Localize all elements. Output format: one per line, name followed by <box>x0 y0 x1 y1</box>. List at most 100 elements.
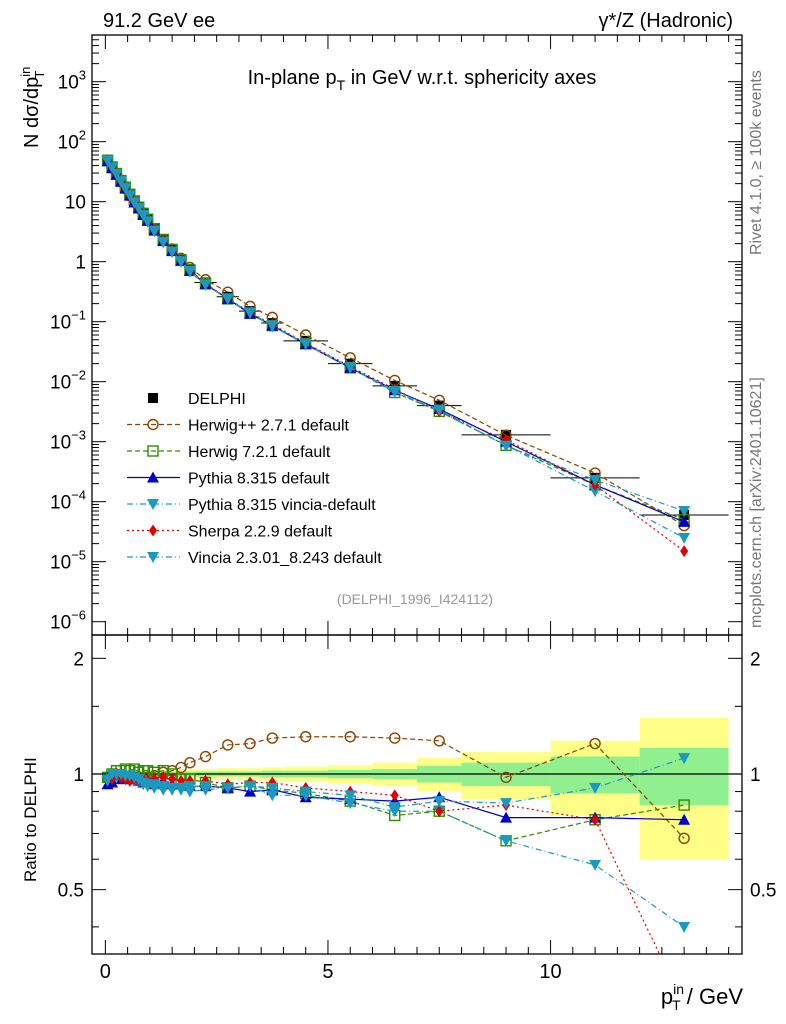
x-tick-label: 0 <box>100 961 111 983</box>
data-point <box>175 256 188 268</box>
ratio-point <box>222 739 234 751</box>
ratio-point <box>678 799 690 811</box>
legend-marker <box>147 471 159 483</box>
ratio-point <box>389 732 401 744</box>
data-point <box>106 162 119 174</box>
ratio-y-tick-label-right: 0.5 <box>750 881 776 902</box>
x-tick-label: 10 <box>539 961 561 983</box>
y-tick-label: 10−4 <box>50 488 86 514</box>
legend-label: Herwig++ 2.7.1 default <box>188 418 350 435</box>
ratio-data-layer <box>92 717 742 954</box>
legend-marker <box>148 393 158 403</box>
data-point <box>500 440 513 452</box>
legend-entry: Herwig 7.2.1 default <box>127 444 331 461</box>
legend-marker <box>149 524 157 537</box>
ratio-point <box>344 790 357 802</box>
data-point <box>221 293 234 305</box>
data-point <box>132 203 145 215</box>
ratio-point <box>589 859 602 871</box>
data-point <box>128 197 141 209</box>
data-point <box>388 385 401 397</box>
data-point <box>199 279 212 291</box>
plot-title: In-plane pT in GeV w.r.t. sphericity axe… <box>248 67 597 93</box>
legend-marker <box>147 418 159 431</box>
svg-text:pinT / GeV: pin T / GeV <box>661 981 743 1013</box>
data-point <box>141 216 154 228</box>
data-point <box>157 236 170 248</box>
main-y-axis-label: N dσ/dpinT <box>18 67 47 148</box>
process-label: γ*/Z (Hadronic) <box>599 10 733 32</box>
ratio-point <box>183 781 196 793</box>
y-tick-label: 103 <box>58 68 86 94</box>
y-tick-label: 10−6 <box>50 608 86 634</box>
data-point <box>344 362 357 374</box>
ratio-point <box>678 753 691 765</box>
main-data-layer <box>101 154 729 558</box>
ratio-y-tick-label-right: 2 <box>750 649 761 670</box>
ratio-point <box>175 761 187 774</box>
mcplots-label: mcplots.cern.ch [arXiv:2401.10621] <box>748 377 765 628</box>
series-line <box>107 159 685 521</box>
legend-marker <box>147 552 159 563</box>
ratio-series-line <box>107 776 685 928</box>
series-line <box>107 161 685 523</box>
data-point <box>123 190 136 202</box>
ratio-point <box>244 737 256 750</box>
y-tick-label: 10−2 <box>50 368 86 394</box>
ratio-point <box>175 782 188 794</box>
energy-label: 91.2 GeV ee <box>103 10 215 32</box>
legend-label: DELPHI <box>188 391 246 408</box>
series-line <box>107 159 685 552</box>
legend-label: Herwig 7.2.1 default <box>188 444 331 461</box>
ratio-y-tick-label: 0.5 <box>58 881 84 902</box>
legend-entry: Pythia 8.315 default <box>127 471 330 488</box>
data-point <box>266 320 279 332</box>
ratio-point <box>344 798 357 810</box>
ratio-point <box>244 781 257 793</box>
ratio-point <box>500 811 513 823</box>
legend-label: Vincia 2.3.01_8.243 default <box>188 550 382 567</box>
y-tick-label: 10 <box>65 193 86 214</box>
ratio-y-tick-label-right: 1 <box>750 765 761 786</box>
ratio-point <box>199 750 212 763</box>
legend-entry: Herwig++ 2.7.1 default <box>127 418 350 435</box>
ratio-point <box>299 786 312 798</box>
ratio-point <box>433 796 446 808</box>
ratio-point <box>500 771 512 784</box>
ratio-point <box>500 798 513 810</box>
y-tick-label: 10−1 <box>50 308 86 334</box>
ratio-y-tick-label: 2 <box>73 649 84 670</box>
legend: DELPHI Herwig++ 2.7.1 default Herwig 7.2.1… <box>127 391 382 567</box>
data-point <box>183 265 196 277</box>
x-tick-label: 5 <box>322 961 333 983</box>
ratio-point <box>344 731 356 743</box>
data-point <box>137 210 150 221</box>
ratio-point <box>266 790 279 802</box>
ratio-point <box>221 782 234 794</box>
ratio-point <box>591 813 600 826</box>
data-point <box>166 246 179 258</box>
legend-entry: Vincia 2.3.01_8.243 default <box>127 550 382 567</box>
main-frame <box>91 34 743 636</box>
ratio-point <box>678 832 690 845</box>
data-point <box>678 515 691 527</box>
y-tick-label: 10−3 <box>50 428 86 454</box>
legend-label: Sherpa 2.2.9 default <box>188 524 333 541</box>
ratio-point <box>678 921 691 933</box>
y-tick-label: 10−5 <box>50 548 86 574</box>
ratio-y-tick-label: 1 <box>73 765 84 786</box>
ratio-point <box>388 802 401 814</box>
ratio-point <box>148 779 161 791</box>
data-point <box>678 532 691 544</box>
y-tick-label: 102 <box>58 128 86 154</box>
ratio-point <box>433 735 445 747</box>
ratio-point <box>157 781 170 793</box>
data-point <box>101 155 114 167</box>
ratio-point <box>435 805 444 818</box>
data-point <box>589 486 602 498</box>
ratio-series-line <box>107 773 661 954</box>
legend-entry: Pythia 8.315 vincia-default <box>127 497 376 514</box>
ratio-point <box>168 773 177 786</box>
ratio-point <box>159 771 168 784</box>
